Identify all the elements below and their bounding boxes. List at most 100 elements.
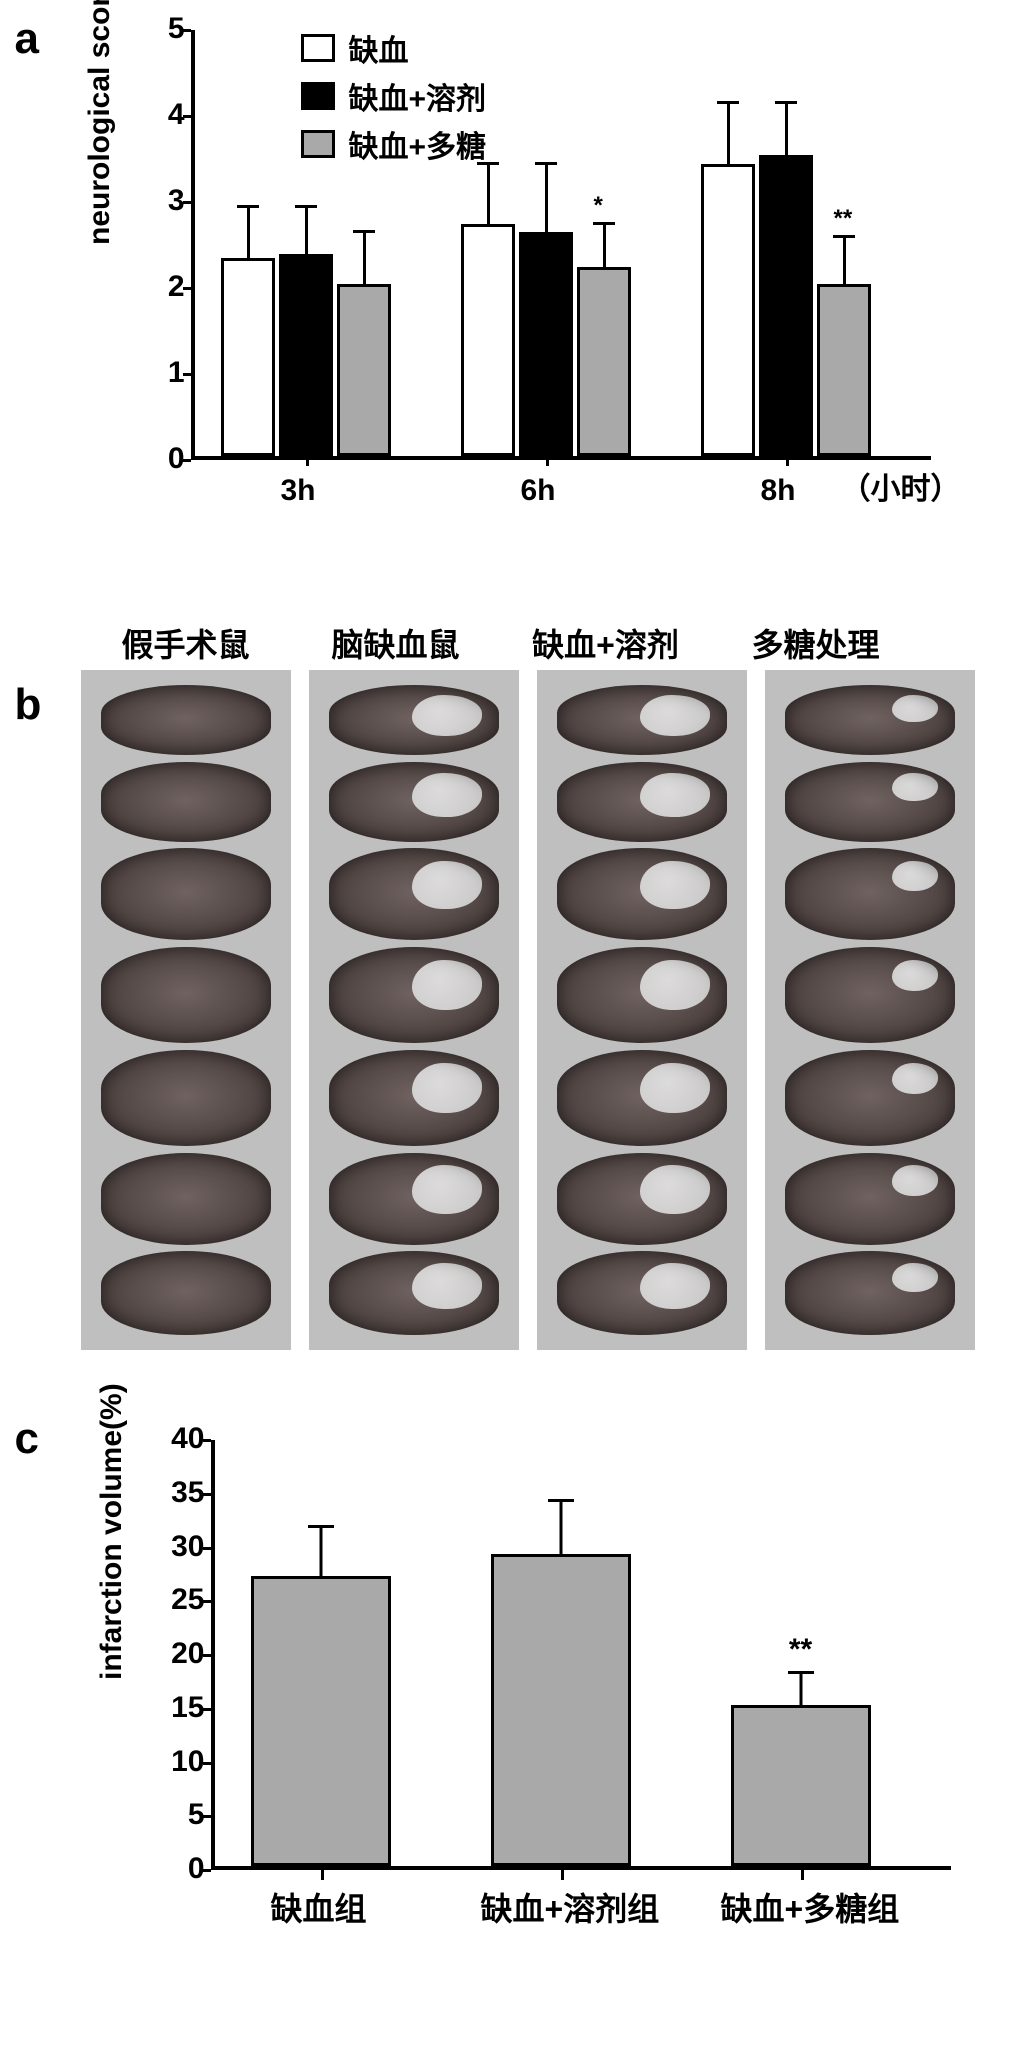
panel-c-errorbar bbox=[559, 1501, 562, 1555]
panel-c-xlabel: 缺血组 bbox=[271, 1884, 367, 1930]
brain-slice bbox=[557, 947, 727, 1043]
panel-a-xlabel: 8h bbox=[761, 474, 796, 508]
brain-slice bbox=[101, 848, 271, 940]
panel-c-ytick-label: 15 bbox=[165, 1691, 205, 1725]
brain-slice bbox=[101, 762, 271, 842]
brain-slice-lesion bbox=[412, 1063, 481, 1113]
panel-c-bar bbox=[491, 1554, 631, 1866]
panel-a-bar bbox=[461, 224, 515, 456]
figure: a neurological score 012345 缺血缺血+溶剂缺血+多糖… bbox=[21, 20, 1001, 2000]
panel-a-legend: 缺血缺血+溶剂缺血+多糖 bbox=[301, 26, 487, 170]
brain-slice-lesion bbox=[640, 1263, 709, 1309]
panel-c-ytick-mark bbox=[203, 1493, 211, 1496]
panel-c-xtick-mark bbox=[321, 1870, 324, 1880]
panel-c-xlabel: 缺血+溶剂组 bbox=[481, 1884, 660, 1930]
brain-slice bbox=[785, 947, 955, 1043]
panel-a-errorbar bbox=[247, 207, 250, 259]
panel-c-bar-wrap: ** bbox=[731, 1705, 871, 1866]
brain-slice bbox=[557, 1251, 727, 1335]
panel-b-columns bbox=[81, 670, 981, 1370]
panel-a-ytick-mark bbox=[183, 287, 191, 290]
panel-c-ytick-label: 5 bbox=[165, 1798, 205, 1832]
panel-c-ytick-mark bbox=[203, 1815, 211, 1818]
panel-c-errorcap bbox=[788, 1671, 814, 1674]
panel-c-errorbar bbox=[319, 1527, 322, 1575]
brain-slice bbox=[329, 848, 499, 940]
panel-c-ytick-label: 40 bbox=[165, 1422, 205, 1456]
brain-slice bbox=[101, 1153, 271, 1245]
brain-slice bbox=[785, 685, 955, 755]
panel-c-ylabel: infarction volume(%) bbox=[95, 1383, 129, 1680]
panel-a-significance: * bbox=[594, 192, 603, 220]
brain-slice bbox=[329, 685, 499, 755]
panel-a-errorcap bbox=[535, 162, 557, 165]
brain-slice bbox=[557, 685, 727, 755]
panel-c-bar bbox=[731, 1705, 871, 1866]
panel-c-ytick-mark bbox=[203, 1869, 211, 1872]
panel-c-xtick-mark bbox=[801, 1870, 804, 1880]
panel-a-errorbar bbox=[785, 103, 788, 155]
panel-a-xtick-mark bbox=[546, 456, 549, 466]
panel-a-y-axis bbox=[191, 30, 195, 460]
panel-a-errorcap bbox=[353, 230, 375, 233]
panel-c: c infarction volume(%) 0510152025303540 … bbox=[21, 1420, 1001, 2000]
panel-a-xlabel: 6h bbox=[521, 474, 556, 508]
brain-slice-lesion bbox=[412, 1165, 481, 1213]
brain-slice bbox=[557, 762, 727, 842]
panel-c-chart: infarction volume(%) 0510152025303540 **… bbox=[151, 1440, 971, 1940]
panel-c-errorcap bbox=[308, 1525, 334, 1528]
panel-a-errorbar bbox=[727, 103, 730, 163]
brain-slice bbox=[329, 947, 499, 1043]
panel-a-ylabel: neurological score bbox=[83, 0, 117, 245]
panel-c-ytick-label: 10 bbox=[165, 1745, 205, 1779]
panel-a-bar bbox=[279, 254, 333, 456]
brain-slice-lesion bbox=[640, 861, 709, 909]
legend-text: 缺血+多糖 bbox=[349, 122, 487, 166]
panel-c-ytick-label: 0 bbox=[165, 1852, 205, 1886]
panel-a-errorcap bbox=[775, 101, 797, 104]
panel-a-ytick-label: 4 bbox=[151, 98, 185, 132]
panel-b-column-header: 假手术鼠 bbox=[81, 620, 291, 666]
panel-c-bar-wrap bbox=[491, 1554, 631, 1866]
panel-a-errorcap bbox=[295, 205, 317, 208]
brain-slice-lesion bbox=[640, 773, 709, 817]
panel-a-ytick-label: 5 bbox=[151, 12, 185, 46]
brain-slice bbox=[101, 947, 271, 1043]
brain-slice bbox=[101, 1251, 271, 1335]
brain-slice-lesion bbox=[892, 960, 938, 991]
brain-slice-lesion bbox=[640, 1165, 709, 1213]
brain-slice bbox=[785, 1251, 955, 1335]
panel-a-ytick-mark bbox=[183, 201, 191, 204]
panel-a-legend-item: 缺血 bbox=[301, 26, 487, 70]
panel-a-errorbar bbox=[487, 164, 490, 224]
panel-a-ytick-mark bbox=[183, 115, 191, 118]
brain-slice bbox=[785, 1153, 955, 1245]
panel-a-bar bbox=[577, 267, 631, 456]
panel-c-ytick-mark bbox=[203, 1439, 211, 1442]
brain-slice-lesion bbox=[412, 960, 481, 1010]
panel-a-bar bbox=[701, 164, 755, 456]
brain-slice bbox=[101, 685, 271, 755]
brain-slice-lesion bbox=[412, 695, 481, 736]
panel-c-ytick-label: 25 bbox=[165, 1583, 205, 1617]
brain-slice-lesion bbox=[892, 695, 938, 722]
panel-c-ytick-mark bbox=[203, 1600, 211, 1603]
panel-c-errorbar bbox=[799, 1673, 802, 1705]
brain-slice bbox=[785, 848, 955, 940]
panel-a-bar bbox=[221, 258, 275, 456]
panel-b-column-header: 多糖处理 bbox=[711, 620, 921, 666]
brain-slice bbox=[329, 1153, 499, 1245]
panel-c-label: c bbox=[15, 1414, 39, 1464]
panel-b-column-header: 脑缺血鼠 bbox=[291, 620, 501, 666]
brain-slice-lesion bbox=[412, 861, 481, 909]
panel-a-errorbar bbox=[843, 237, 846, 284]
panel-a-errorcap bbox=[237, 205, 259, 208]
panel-a-xlabel-extra: （小时） bbox=[841, 464, 961, 508]
panel-c-significance: ** bbox=[789, 1633, 812, 1667]
panel-c-xlabel: 缺血+多糖组 bbox=[721, 1884, 900, 1930]
brain-slice-lesion bbox=[640, 1063, 709, 1113]
panel-a-ytick-label: 2 bbox=[151, 270, 185, 304]
panel-a-errorcap bbox=[593, 222, 615, 225]
brain-slice bbox=[329, 762, 499, 842]
brain-slice-lesion bbox=[892, 1263, 938, 1292]
